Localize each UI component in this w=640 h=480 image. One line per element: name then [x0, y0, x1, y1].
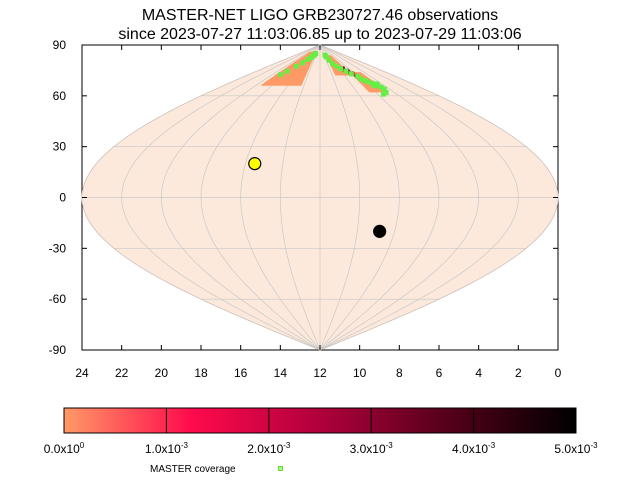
coverage-point	[333, 63, 339, 69]
x-tick-label: 2	[515, 366, 522, 380]
x-tick-label: 14	[274, 366, 288, 380]
coverage-point	[348, 71, 354, 77]
coverage-point	[380, 91, 386, 97]
x-tick-label: 20	[155, 366, 169, 380]
coverage-point	[374, 81, 380, 87]
colorbar-tick-label: 2.0x10-3	[247, 441, 291, 456]
x-tick-label: 12	[313, 366, 327, 380]
probability-region	[260, 51, 317, 86]
coverage-point	[383, 89, 389, 95]
legend-master-coverage-marker	[278, 466, 283, 471]
coverage-point	[329, 61, 335, 67]
colorbar	[63, 407, 577, 434]
legend-master-coverage-label: MASTER coverage	[150, 464, 236, 475]
coverage-point	[381, 86, 387, 92]
y-tick-label: -30	[49, 241, 67, 255]
y-tick-label: 30	[53, 140, 67, 154]
colorbar-tick-label: 0.0x100	[43, 441, 85, 456]
coverage-point	[343, 68, 349, 74]
x-tick-label: 22	[115, 366, 129, 380]
colorbar-tick-label: 1.0x10-3	[144, 441, 188, 456]
coverage-point	[371, 83, 377, 89]
coverage-point	[300, 60, 306, 66]
x-tick-label: 0	[555, 366, 562, 380]
coverage-point	[369, 80, 375, 86]
x-tick-label: 4	[475, 366, 482, 380]
x-tick-label: 8	[396, 366, 403, 380]
x-tick-label: 18	[194, 366, 208, 380]
coverage-point	[293, 63, 299, 69]
coverage-point	[326, 57, 332, 63]
y-tick-label: -90	[49, 343, 67, 357]
coverage-point	[355, 73, 361, 79]
colorbar-tick-label: 5.0x10-3	[554, 441, 598, 456]
coverage-point	[278, 72, 284, 78]
coverage-point	[305, 56, 311, 62]
coverage-point	[322, 52, 328, 58]
x-tick-label: 10	[353, 366, 367, 380]
moon-marker	[373, 224, 387, 238]
colorbar-tick-label: 3.0x10-3	[349, 441, 393, 456]
chart-subtitle: since 2023-07-27 11:03:06.85 up to 2023-…	[118, 26, 522, 43]
coverage-point	[338, 66, 344, 72]
y-tick-label: 60	[53, 89, 67, 103]
colorbar-tick-label: 4.0x10-3	[452, 441, 496, 456]
coverage-point	[358, 76, 364, 82]
x-tick-label: 24	[75, 366, 89, 380]
coverage-point	[284, 68, 290, 74]
coverage-point	[362, 78, 368, 84]
sun-marker	[248, 157, 262, 171]
y-tick-label: 0	[59, 191, 66, 205]
x-tick-label: 16	[234, 366, 248, 380]
y-tick-label: -60	[49, 292, 67, 306]
coverage-point	[378, 84, 384, 90]
y-tick-label: 90	[53, 38, 67, 52]
chart-title: MASTER-NET LIGO GRB230727.46 observation…	[141, 7, 499, 24]
x-tick-label: 6	[436, 366, 443, 380]
coverage-point	[308, 55, 314, 61]
